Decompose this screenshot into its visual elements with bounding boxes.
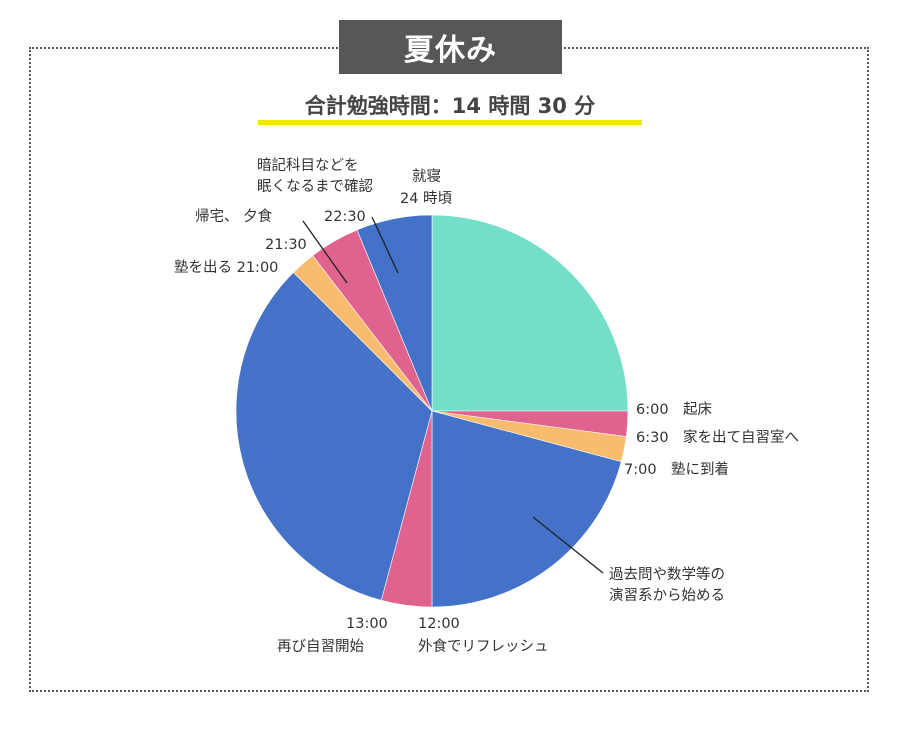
annotation-study-start: 過去問や数学等の 演習系から始める <box>609 565 730 604</box>
pie-slices <box>235 214 629 608</box>
annotation-leave-school: 塾を出る 21:00 <box>174 259 278 276</box>
leader-line-study <box>532 516 604 574</box>
annotation-arrive: 7:00 塾に到着 <box>624 461 729 478</box>
pie-slice-9 <box>356 214 433 412</box>
pie-slice-6 <box>235 271 433 601</box>
annotation-wake: 6:00 起床 <box>636 401 713 418</box>
leader-line-dinner <box>302 220 348 284</box>
pie-slice-4 <box>431 410 622 608</box>
chart-subtitle: 合計勉強時間：14 時間 30 分 <box>304 94 596 118</box>
page-title: 夏休み <box>339 20 562 74</box>
leader-lines <box>302 216 604 574</box>
subtitle-underline <box>258 120 642 125</box>
annotation-2130: 21:30 <box>265 237 307 253</box>
annotation-2230: 22:30 <box>324 209 366 225</box>
annotation-leave-home: 6:30 家を出て自習室へ <box>636 429 799 446</box>
annotation-review: 暗記科目などを 眠くなるまで確認 <box>257 157 373 195</box>
annotation-resume: 13:00 再び自習開始 <box>277 616 392 655</box>
annotation-labels: 6:00 起床 6:30 家を出て自習室へ 7:00 塾に到着 過去問や数学等の… <box>174 157 799 655</box>
leader-line-review <box>371 216 399 274</box>
annotation-dinner: 帰宅、 夕食 <box>195 207 273 225</box>
annotation-sleep: 就寝 24 時頃 <box>400 167 453 207</box>
pie-slice-1 <box>431 214 629 412</box>
annotation-lunch: 12:00 外食でリフレッシュ <box>418 616 549 655</box>
